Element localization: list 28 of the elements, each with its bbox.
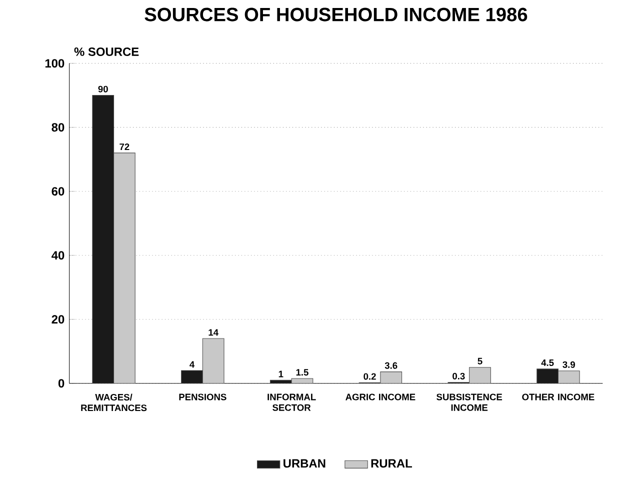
x-tick-label: AGRIC INCOME [346, 394, 416, 400]
data-label: 90 [98, 86, 108, 92]
x-tick-label: SUBSISTENCE INCOME [436, 394, 502, 411]
data-label: 3.9 [562, 361, 575, 368]
data-label: 0.3 [452, 372, 465, 380]
y-tick-label: 0 [58, 379, 64, 388]
y-tick-label: 80 [52, 123, 64, 132]
data-label: 3.6 [384, 362, 398, 369]
y-tick-label: 100 [45, 59, 64, 68]
data-label: 4.5 [541, 360, 554, 366]
y-tick-label: 40 [52, 251, 64, 260]
x-tick-label: INFORMAL SECTOR [268, 394, 316, 411]
data-label: 1 [278, 370, 284, 378]
data-label: 14 [208, 329, 218, 336]
data-label: 4 [190, 361, 195, 368]
x-tick-label: WAGES/ REMITTANCES [81, 394, 147, 412]
data-label: 5 [478, 358, 482, 364]
legend-label: URBAN [284, 459, 326, 468]
y-tick-label: 60 [52, 187, 64, 196]
data-label: 1.5 [296, 369, 308, 376]
data-label: 72 [120, 144, 130, 150]
y-axis-title: % SOURCE [74, 48, 139, 56]
data-label: 0.2 [364, 373, 376, 380]
x-tick-label: PENSIONS [179, 394, 226, 400]
legend-label: RURAL [371, 459, 412, 468]
x-tick-label: OTHER INCOME [522, 394, 594, 400]
chart-title: SOURCES OF HOUSEHOLD INCOME 1986 [144, 8, 528, 22]
y-tick-label: 20 [52, 315, 64, 324]
